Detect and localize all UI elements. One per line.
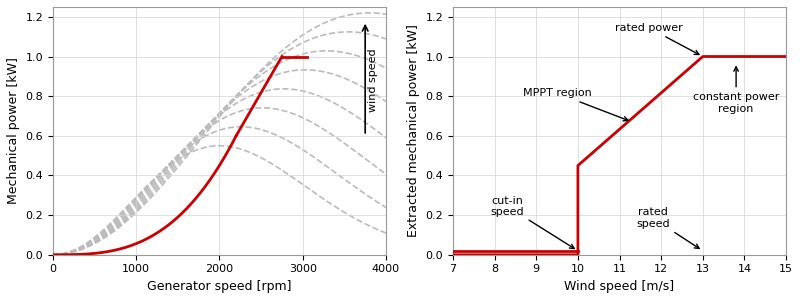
Text: MPPT region: MPPT region <box>522 88 628 121</box>
Text: constant power
region: constant power region <box>693 67 779 114</box>
Text: rated
speed: rated speed <box>636 207 699 248</box>
Y-axis label: Extracted mechanical power [kW]: Extracted mechanical power [kW] <box>407 24 420 237</box>
X-axis label: Wind speed [m/s]: Wind speed [m/s] <box>565 280 674 293</box>
Text: cut-in
speed: cut-in speed <box>490 196 574 248</box>
Text: rated power: rated power <box>615 23 699 55</box>
Y-axis label: Mechanical power [kW]: Mechanical power [kW] <box>7 57 20 204</box>
X-axis label: Generator speed [rpm]: Generator speed [rpm] <box>147 280 292 293</box>
Text: wind speed: wind speed <box>368 49 378 112</box>
